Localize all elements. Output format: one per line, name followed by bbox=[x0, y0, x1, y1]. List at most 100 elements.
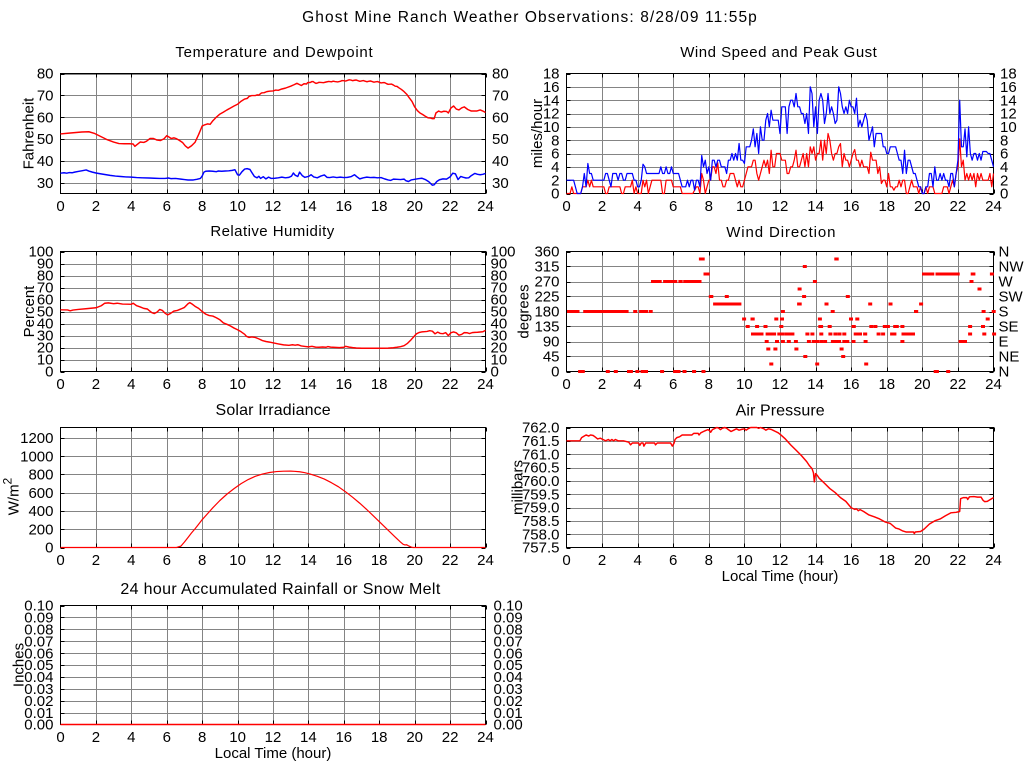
svg-text:0: 0 bbox=[551, 186, 559, 203]
svg-text:225: 225 bbox=[534, 289, 559, 306]
svg-text:14: 14 bbox=[807, 552, 824, 569]
svg-text:400: 400 bbox=[28, 503, 53, 520]
svg-text:6: 6 bbox=[163, 198, 171, 215]
svg-text:22: 22 bbox=[442, 729, 459, 746]
svg-text:6: 6 bbox=[669, 376, 677, 393]
svg-text:14: 14 bbox=[807, 198, 824, 215]
svg-text:2: 2 bbox=[92, 198, 100, 215]
svg-text:135: 135 bbox=[534, 319, 559, 336]
svg-text:80: 80 bbox=[37, 66, 54, 83]
svg-text:4: 4 bbox=[127, 198, 135, 215]
svg-text:4: 4 bbox=[127, 376, 135, 393]
svg-text:315: 315 bbox=[534, 259, 559, 276]
svg-text:20: 20 bbox=[914, 198, 931, 215]
svg-text:0: 0 bbox=[491, 364, 499, 381]
svg-text:Relative Humidity: Relative Humidity bbox=[210, 223, 334, 240]
svg-text:20: 20 bbox=[406, 198, 423, 215]
svg-text:6: 6 bbox=[669, 552, 677, 569]
svg-text:10: 10 bbox=[736, 376, 753, 393]
svg-text:8: 8 bbox=[705, 376, 713, 393]
svg-text:50: 50 bbox=[37, 304, 54, 321]
svg-text:16: 16 bbox=[335, 552, 352, 569]
svg-text:Percent: Percent bbox=[21, 285, 38, 338]
svg-text:90: 90 bbox=[37, 256, 54, 273]
svg-text:18: 18 bbox=[371, 376, 388, 393]
svg-text:0.09: 0.09 bbox=[24, 610, 53, 627]
svg-text:360: 360 bbox=[534, 244, 559, 261]
svg-text:10: 10 bbox=[229, 729, 246, 746]
svg-text:0.07: 0.07 bbox=[24, 633, 53, 650]
svg-text:12: 12 bbox=[265, 376, 282, 393]
svg-text:18: 18 bbox=[543, 66, 560, 83]
svg-text:2: 2 bbox=[551, 172, 559, 189]
svg-text:8: 8 bbox=[198, 376, 206, 393]
svg-text:16: 16 bbox=[335, 729, 352, 746]
svg-text:4: 4 bbox=[1000, 159, 1008, 176]
svg-text:30: 30 bbox=[37, 328, 54, 345]
svg-text:761.5: 761.5 bbox=[522, 433, 560, 450]
svg-text:6: 6 bbox=[1000, 146, 1008, 163]
svg-text:20: 20 bbox=[406, 376, 423, 393]
svg-text:18: 18 bbox=[1000, 66, 1017, 83]
svg-text:4: 4 bbox=[551, 159, 559, 176]
svg-text:2: 2 bbox=[598, 376, 606, 393]
svg-text:18: 18 bbox=[371, 198, 388, 215]
svg-text:Wind Speed and Peak Gust: Wind Speed and Peak Gust bbox=[680, 44, 877, 61]
svg-text:30: 30 bbox=[492, 175, 509, 192]
svg-text:0: 0 bbox=[551, 364, 559, 381]
svg-text:Fahrenheit: Fahrenheit bbox=[21, 97, 38, 170]
svg-text:N: N bbox=[999, 364, 1010, 381]
svg-text:80: 80 bbox=[37, 268, 54, 285]
svg-text:10: 10 bbox=[491, 352, 508, 369]
svg-text:4: 4 bbox=[127, 729, 135, 746]
svg-text:60: 60 bbox=[491, 292, 508, 309]
svg-text:180: 180 bbox=[534, 304, 559, 321]
svg-text:millibars: millibars bbox=[510, 460, 527, 515]
svg-text:0.08: 0.08 bbox=[494, 622, 523, 639]
svg-text:100: 100 bbox=[491, 244, 516, 261]
svg-text:0.05: 0.05 bbox=[24, 657, 53, 674]
svg-text:759.5: 759.5 bbox=[522, 486, 560, 503]
svg-text:16: 16 bbox=[843, 552, 860, 569]
svg-text:759.0: 759.0 bbox=[522, 500, 560, 517]
svg-text:16: 16 bbox=[843, 198, 860, 215]
svg-text:12: 12 bbox=[265, 198, 282, 215]
svg-text:24: 24 bbox=[985, 198, 1002, 215]
svg-text:0: 0 bbox=[56, 729, 64, 746]
svg-text:0.04: 0.04 bbox=[24, 669, 53, 686]
svg-text:6: 6 bbox=[163, 552, 171, 569]
svg-text:0.06: 0.06 bbox=[494, 645, 523, 662]
svg-text:0.01: 0.01 bbox=[24, 705, 53, 722]
svg-text:14: 14 bbox=[300, 198, 317, 215]
svg-text:18: 18 bbox=[371, 729, 388, 746]
svg-text:14: 14 bbox=[1000, 92, 1017, 109]
svg-text:758.5: 758.5 bbox=[522, 513, 560, 530]
svg-text:40: 40 bbox=[37, 153, 54, 170]
svg-text:12: 12 bbox=[772, 552, 789, 569]
svg-text:20: 20 bbox=[914, 376, 931, 393]
svg-text:20: 20 bbox=[406, 729, 423, 746]
svg-text:18: 18 bbox=[878, 198, 895, 215]
svg-text:24: 24 bbox=[985, 376, 1002, 393]
svg-text:SW: SW bbox=[999, 289, 1024, 306]
svg-text:20: 20 bbox=[914, 552, 931, 569]
svg-text:6: 6 bbox=[669, 198, 677, 215]
svg-text:600: 600 bbox=[28, 485, 53, 502]
svg-text:24: 24 bbox=[477, 376, 494, 393]
svg-text:0: 0 bbox=[56, 376, 64, 393]
svg-text:Local Time (hour): Local Time (hour) bbox=[722, 568, 839, 585]
svg-text:Air Pressure: Air Pressure bbox=[736, 403, 825, 420]
svg-text:0.10: 0.10 bbox=[24, 598, 53, 615]
svg-text:10: 10 bbox=[543, 119, 560, 136]
svg-text:70: 70 bbox=[491, 280, 508, 297]
svg-text:10: 10 bbox=[1000, 119, 1017, 136]
svg-text:40: 40 bbox=[491, 316, 508, 333]
svg-text:0.10: 0.10 bbox=[494, 598, 523, 615]
svg-text:0: 0 bbox=[562, 198, 570, 215]
svg-text:8: 8 bbox=[198, 198, 206, 215]
svg-text:4: 4 bbox=[634, 552, 642, 569]
svg-text:50: 50 bbox=[37, 131, 54, 148]
svg-text:0: 0 bbox=[56, 198, 64, 215]
svg-text:14: 14 bbox=[300, 552, 317, 569]
svg-text:12: 12 bbox=[1000, 106, 1017, 123]
